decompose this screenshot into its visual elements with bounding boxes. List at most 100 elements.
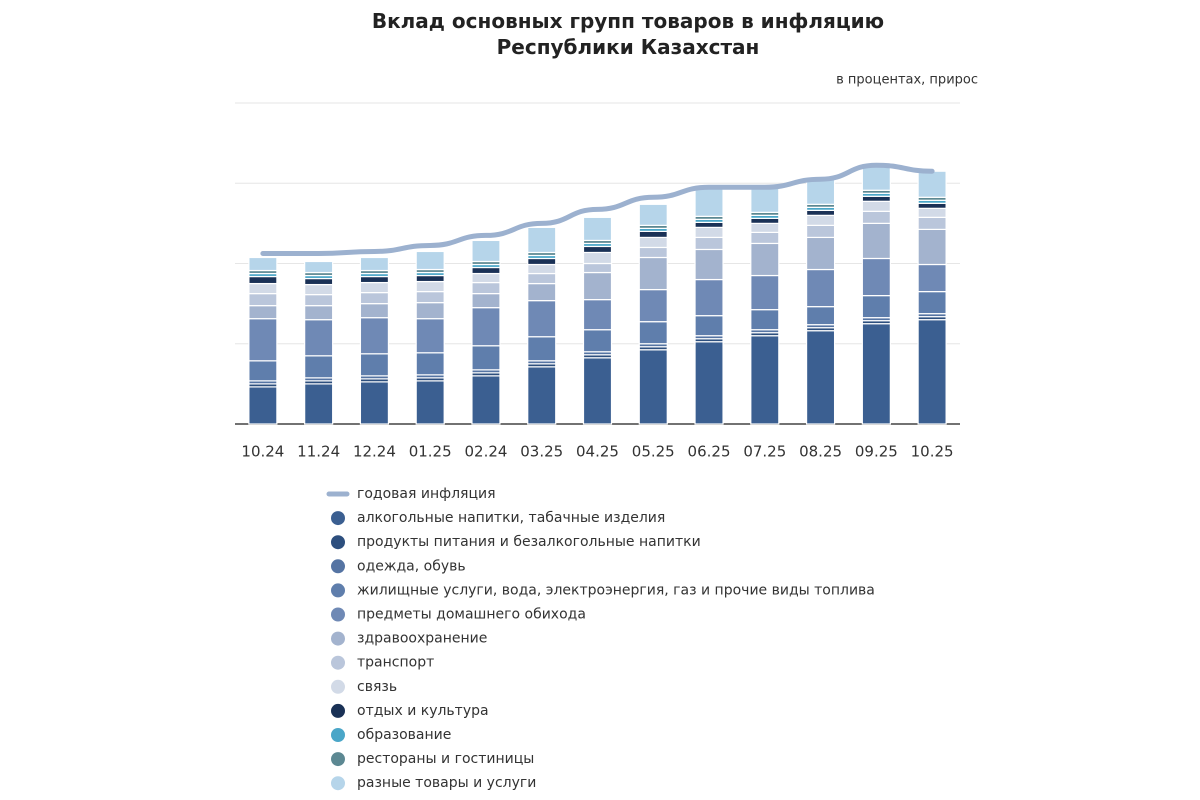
x-tick-label: 08.25 (799, 443, 842, 461)
bar-segment (917, 290, 947, 315)
bar-segment (861, 295, 891, 319)
bar-segment (248, 256, 278, 272)
bar-segment (750, 335, 780, 425)
bar-segment (415, 380, 445, 425)
bar-segment (750, 242, 780, 277)
bar-segment (582, 271, 613, 301)
bar-segment (359, 256, 390, 272)
bar-segment (359, 381, 390, 425)
line (260, 162, 935, 256)
bar-segment (527, 282, 557, 302)
bar-segment (805, 214, 836, 226)
bar-segment (694, 341, 724, 425)
bar-segment (582, 329, 613, 353)
bar-segment (750, 274, 780, 311)
bar-segment (471, 266, 501, 275)
legend-marker (331, 728, 345, 742)
x-tick-label: 10.24 (241, 443, 284, 461)
bar-segment (861, 323, 891, 425)
bar-segment (304, 355, 334, 379)
bar-segment (471, 292, 501, 309)
legend-label: связь (357, 679, 397, 695)
bar-segment (415, 274, 445, 283)
legend-marker (331, 535, 345, 550)
bar-segment (304, 383, 334, 425)
bar-segment (415, 280, 445, 293)
bar-segment (805, 306, 836, 326)
legend-label: образование (357, 727, 451, 743)
bar-segment (694, 278, 724, 317)
bar-segment (805, 236, 836, 271)
bar-segment (750, 231, 780, 245)
bar-segment (638, 288, 668, 323)
bar-segment (750, 222, 780, 234)
bar-segment (917, 170, 947, 198)
bar-segment (917, 263, 947, 293)
bar-segment (582, 251, 613, 265)
legend-marker (331, 752, 345, 767)
x-tick-label: 01.25 (409, 443, 452, 461)
bar-segment (582, 357, 613, 425)
bar-segment (471, 239, 501, 263)
bar-segment (861, 222, 891, 260)
bar-segment (917, 202, 947, 209)
chart-title: Вклад основных групп товаров в инфляцию … (371, 9, 885, 59)
bar-segment (359, 275, 390, 284)
bar-segment (805, 330, 836, 425)
bar-segment (359, 281, 390, 294)
bar-segment (248, 275, 278, 285)
bar-segment (917, 228, 947, 266)
bar-segment (861, 210, 891, 224)
x-tick-label: 09.25 (855, 443, 898, 461)
bar-segment (248, 318, 278, 362)
bar-segment (694, 236, 724, 251)
bar-segment (527, 366, 557, 425)
bar-segment (750, 184, 780, 213)
legend-marker (331, 511, 345, 526)
bar-segment (638, 230, 668, 239)
x-tick-label: 07.25 (743, 443, 786, 461)
bar-segment (471, 375, 501, 425)
bar-segment (638, 203, 668, 226)
legend-label: здравоохранение (357, 631, 487, 647)
bar-segment (638, 349, 668, 425)
bar-segment (805, 268, 836, 308)
bar-segment (248, 360, 278, 382)
bar-segment (582, 262, 613, 274)
bar-segment (304, 283, 334, 296)
x-tick-label: 03.25 (520, 443, 563, 461)
bar-segment (805, 209, 836, 216)
legend-label: жилищные услуги, вода, электроэнергия, г… (357, 582, 875, 598)
legend-label: алкогольные напитки, табачные изделия (357, 510, 665, 526)
bar-segment (861, 200, 891, 212)
x-tick-label: 06.25 (688, 443, 731, 461)
bar-segment (582, 216, 613, 242)
bar-segment (359, 303, 390, 319)
bar-segment (359, 291, 390, 305)
bar-segment (304, 260, 334, 274)
legend-label: рестораны и гостиницы (357, 751, 534, 767)
legend-label: транспорт (357, 655, 434, 671)
legend-marker (331, 631, 345, 646)
x-tick-label: 04.25 (576, 443, 619, 461)
legend-marker (331, 679, 345, 694)
bar-segment (415, 290, 445, 304)
legend-label: продукты питания и безалкогольные напитк… (357, 534, 701, 550)
bar-segment (527, 300, 557, 338)
x-tick-label: 05.25 (632, 443, 675, 461)
bar-segment (527, 336, 557, 362)
x-tick-label: 11.24 (297, 443, 340, 461)
bar-segment (471, 272, 501, 284)
bar-segment (415, 302, 445, 320)
bar-segment (248, 282, 278, 295)
chart-subtitle: в процентах, прирос (836, 73, 978, 88)
bar-segment (694, 221, 724, 228)
bar-segment (248, 292, 278, 307)
bar-segment (248, 305, 278, 320)
bar-segment (527, 263, 557, 275)
bar-segment (359, 353, 390, 377)
bar-segment (917, 319, 947, 425)
x-tick-label: 10.25 (911, 443, 954, 461)
legend-marker (331, 655, 345, 670)
